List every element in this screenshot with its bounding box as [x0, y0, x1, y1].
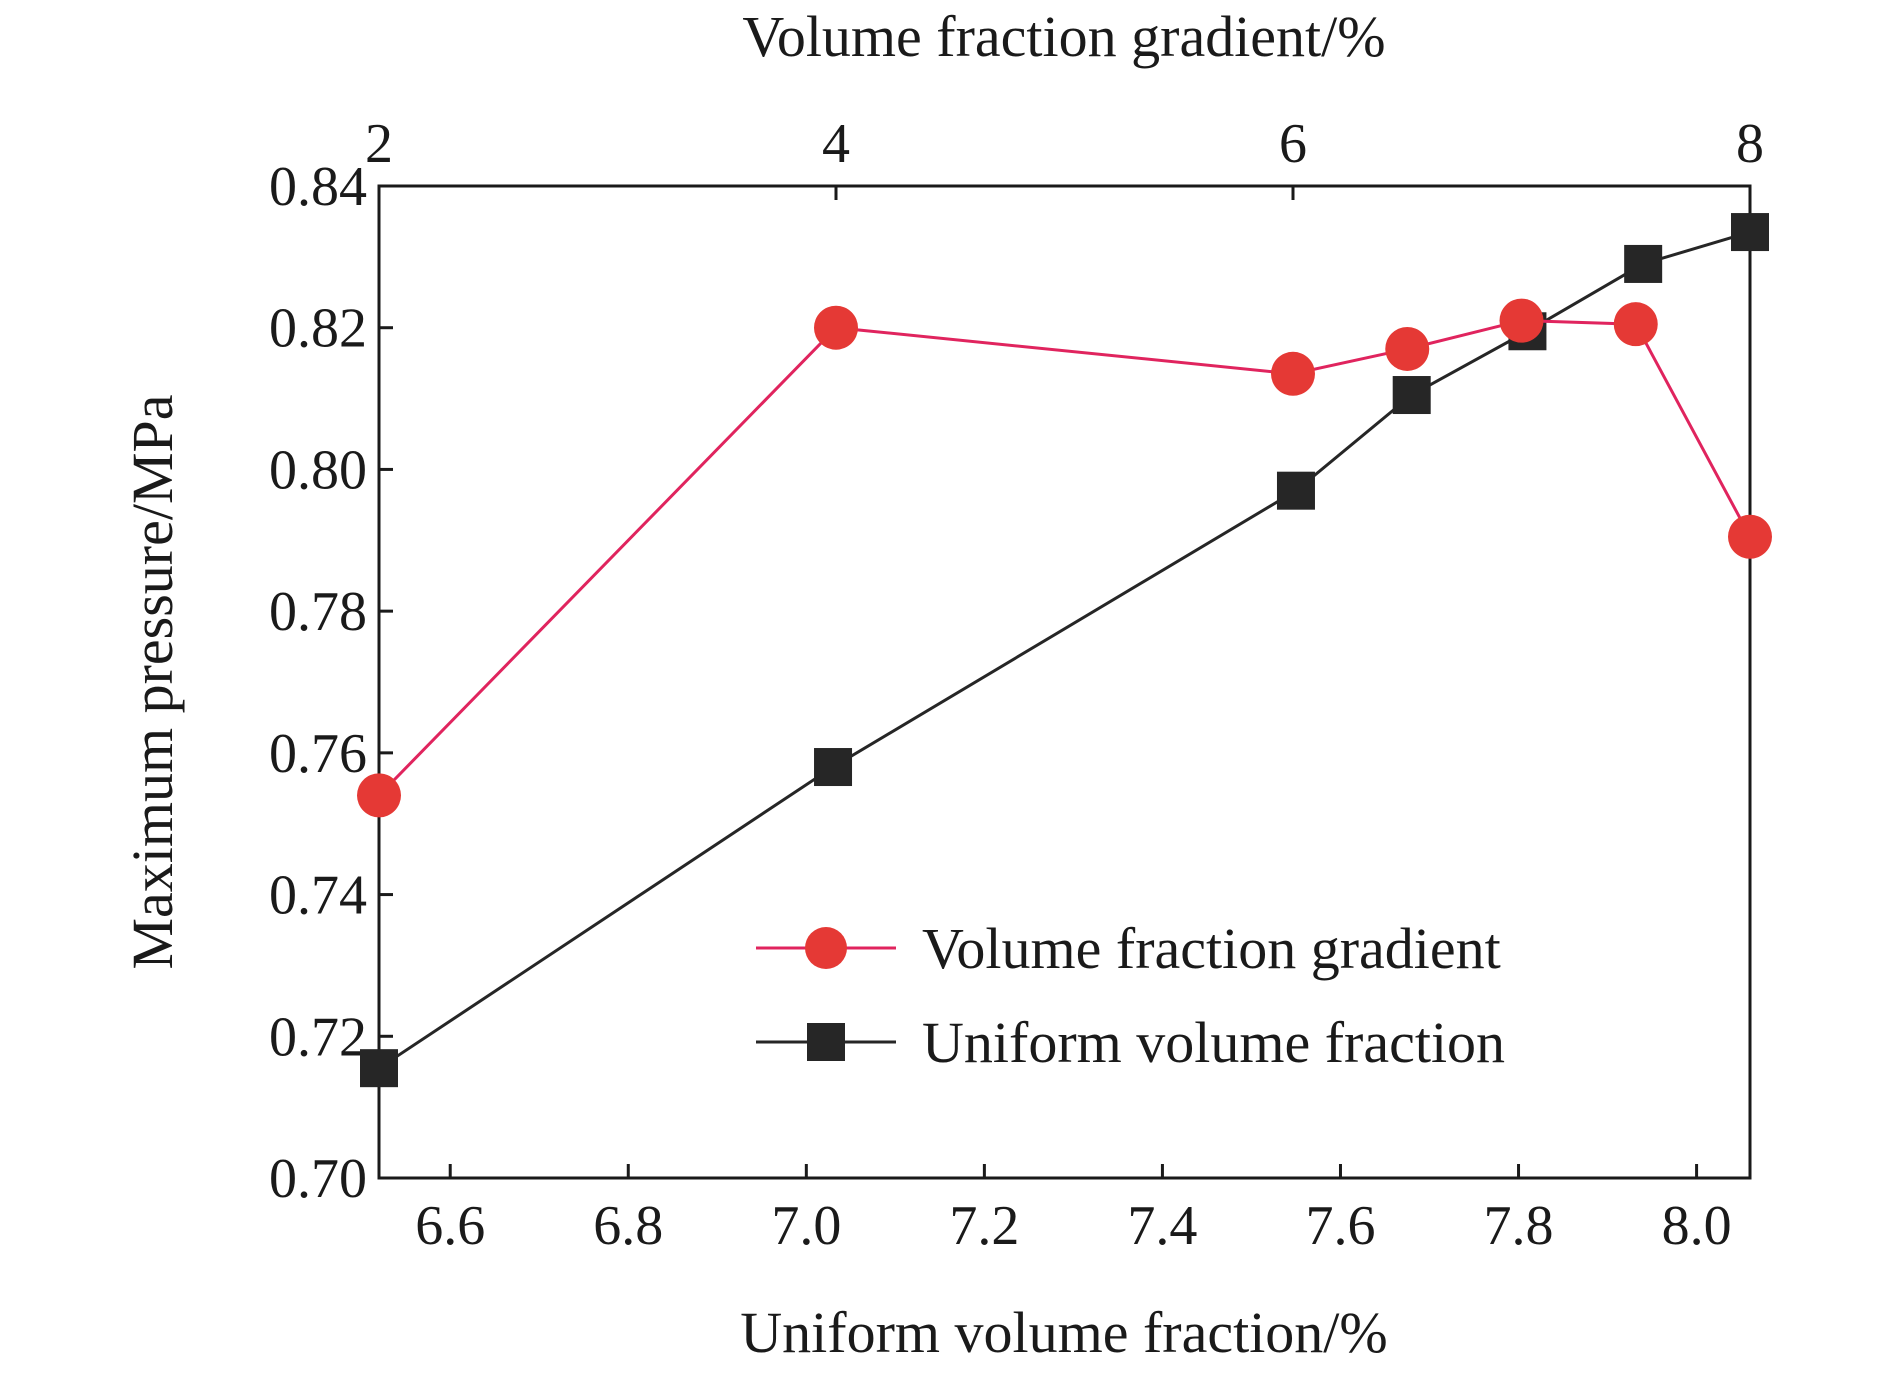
left-tick-label: 0.72: [269, 1006, 367, 1068]
data-point-gradient: [1728, 514, 1772, 559]
left-tick-label: 0.74: [269, 865, 367, 927]
left-tick-label: 0.76: [269, 723, 367, 785]
left-tick-label: 0.70: [269, 1148, 367, 1210]
bottom-tick-label: 6.6: [415, 1195, 485, 1257]
legend: Volume fraction gradient Uniform volume …: [756, 916, 1505, 1075]
legend-marker-gradient: [805, 927, 847, 969]
legend-label-gradient: Volume fraction gradient: [922, 916, 1501, 981]
top-tick-label: 6: [1279, 113, 1307, 175]
top-tick-label: 2: [365, 113, 393, 175]
left-tick-label: 0.82: [269, 298, 367, 360]
y-axis-title: Maximum pressure/MPa: [120, 394, 185, 969]
data-point-gradient: [357, 773, 401, 818]
bottom-tick-label: 6.8: [593, 1195, 663, 1257]
data-point-gradient: [1613, 302, 1658, 347]
data-point-uniform: [360, 1049, 398, 1088]
legend-label-uniform: Uniform volume fraction: [922, 1010, 1505, 1075]
left-tick-label: 0.84: [269, 156, 367, 218]
left-tick-label: 0.78: [269, 581, 367, 643]
bottom-tick-label: 8.0: [1662, 1195, 1732, 1257]
data-point-gradient: [814, 305, 858, 350]
legend-marker-uniform: [807, 1023, 845, 1061]
left-tick-label: 0.80: [269, 439, 367, 501]
plot-frame: [377, 184, 1752, 1180]
data-point-uniform: [1392, 376, 1431, 415]
data-point-uniform: [1276, 471, 1315, 510]
series-line-gradient: [377, 319, 1752, 797]
bottom-axis-ticks: 6.6 6.8 7.0 7.2 7.4 7.6 7.8 8.0: [415, 1164, 1732, 1257]
bottom-tick-label: 7.8: [1484, 1195, 1554, 1257]
top-tick-label: 4: [822, 113, 850, 175]
data-point-uniform: [814, 748, 853, 787]
data-point-gradient: [1271, 351, 1315, 396]
data-point-gradient: [1385, 326, 1430, 371]
data-point-uniform: [1731, 213, 1769, 252]
bottom-tick-label: 7.4: [1127, 1195, 1197, 1257]
series-layer: [357, 213, 1772, 1088]
top-axis-ticks: 2 4 6 8: [365, 113, 1764, 200]
data-point-gradient: [1499, 298, 1544, 343]
top-axis-title: Volume fraction gradient/%: [742, 4, 1385, 69]
data-point-uniform: [1624, 244, 1663, 283]
bottom-tick-label: 7.2: [949, 1195, 1019, 1257]
x-axis-title: Uniform volume fraction/%: [740, 1300, 1388, 1365]
bottom-tick-label: 7.0: [771, 1195, 841, 1257]
left-axis-ticks: 0.70 0.72 0.74 0.76 0.78 0.80 0.82 0.84: [269, 156, 393, 1210]
top-tick-label: 8: [1736, 113, 1764, 175]
bottom-tick-label: 7.6: [1305, 1195, 1375, 1257]
